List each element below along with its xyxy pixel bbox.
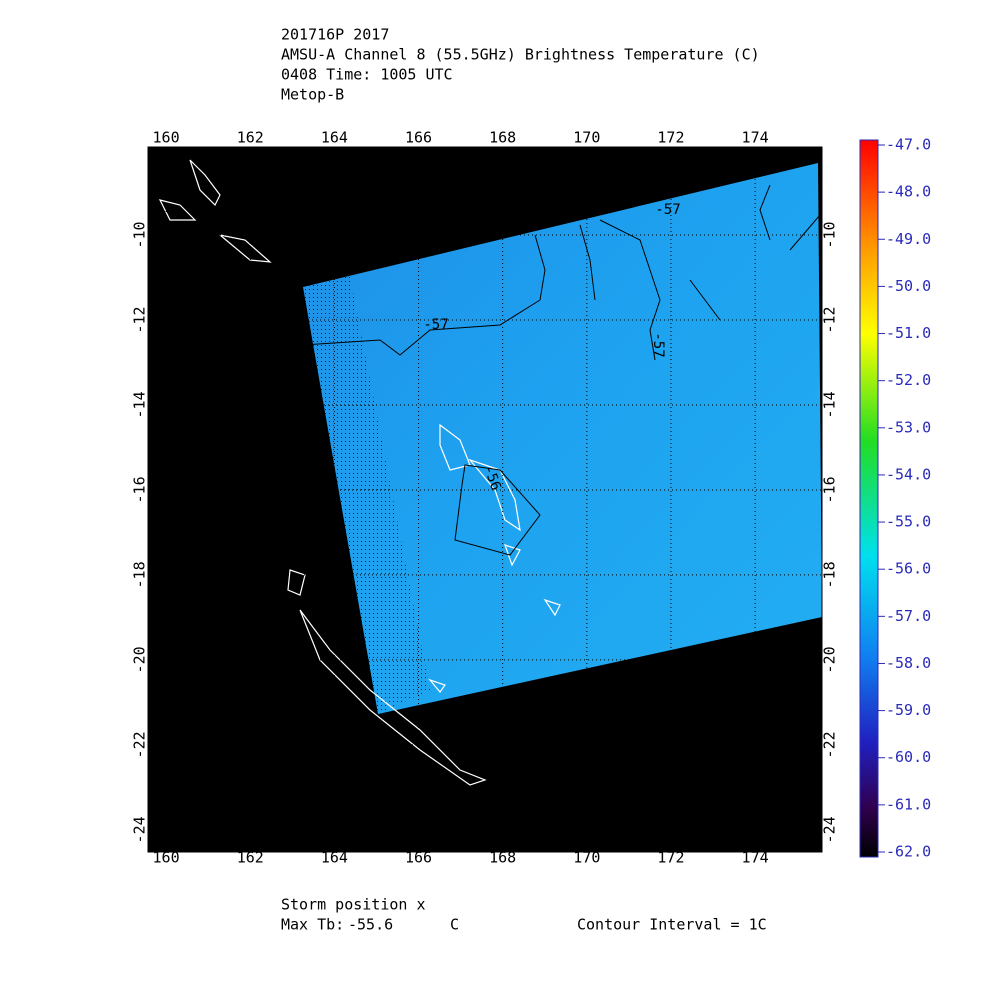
y-tick-label: -10 (131, 221, 149, 248)
y-tick-label: -22 (821, 731, 839, 758)
x-tick-label: 162 (237, 129, 264, 147)
y-tick-label: -14 (131, 391, 149, 418)
title-line: Metop-B (281, 86, 344, 104)
y-tick-label: -24 (131, 816, 149, 843)
title-line: 0408 Time: 1005 UTC (281, 66, 453, 84)
colorbar-label: -60.0 (886, 748, 931, 766)
colorbar-label: -62.0 (886, 843, 931, 861)
contour-label: -57 (655, 202, 680, 218)
x-tick-label: 166 (405, 129, 432, 147)
x-tick-label: 160 (153, 129, 180, 147)
title-block: 201716P 2017 AMSU-A Channel 8 (55.5GHz) … (281, 26, 760, 104)
color-ramp (859, 139, 879, 858)
y-tick-label: -20 (821, 646, 839, 673)
y-tick-label: -16 (131, 476, 149, 503)
map-frame (147, 146, 823, 853)
x-tick-label: 164 (321, 849, 348, 867)
colorbar-label: -53.0 (886, 418, 931, 436)
colorbar-label: -54.0 (886, 465, 931, 483)
max-tb-unit: C (450, 916, 459, 934)
x-tick-label: 170 (573, 849, 600, 867)
x-tick-label: 172 (657, 849, 684, 867)
x-tick-label: 174 (742, 849, 769, 867)
colorbar: -47.0 -48.0 -49.0 -50.0 -51.0 -52.0 -53.0 -54.0… (859, 136, 931, 861)
colorbar-label: -48.0 (886, 183, 931, 201)
contour-label: -57 (650, 332, 666, 357)
x-tick-label: 172 (657, 129, 684, 147)
title-line: AMSU-A Channel 8 (55.5GHz) Brightness Te… (281, 46, 760, 64)
contour-label: -57 (423, 317, 448, 333)
satellite-swath (303, 163, 822, 714)
y-tick-label: -18 (131, 561, 149, 588)
y-tick-label: -22 (131, 731, 149, 758)
y-tick-label: -20 (131, 646, 149, 673)
swath-edge (303, 276, 430, 714)
colorbar-label: -59.0 (886, 701, 931, 719)
colorbar-label: -50.0 (886, 277, 931, 295)
contours (302, 184, 821, 556)
y-tick-label: -18 (821, 561, 839, 588)
grid (148, 147, 822, 852)
footer: Storm position x Max Tb: -55.6 C Contour… (281, 896, 767, 934)
colorbar-label: -52.0 (886, 371, 931, 389)
x-tick-label: 164 (321, 129, 348, 147)
y-tick-label: -24 (821, 816, 839, 843)
colorbar-label: -47.0 (886, 136, 931, 154)
storm-position: Storm position x (281, 896, 426, 914)
y-tick-label: -10 (821, 221, 839, 248)
x-tick-label: 166 (405, 849, 432, 867)
colorbar-label: -51.0 (886, 324, 931, 342)
colorbar-label: -58.0 (886, 654, 931, 672)
colorbar-label: -49.0 (886, 230, 931, 248)
axes: 160 160 162 162 164 164 166 166 168 168 170 170 172 1… (131, 129, 839, 867)
x-tick-label: 168 (489, 129, 516, 147)
title-line: 201716P 2017 (281, 26, 389, 44)
x-tick-label: 168 (489, 849, 516, 867)
x-tick-label: 170 (573, 129, 600, 147)
x-tick-label: 174 (742, 129, 769, 147)
y-tick-label: -14 (821, 391, 839, 418)
max-tb-value: -55.6 (348, 916, 393, 934)
colorbar-label: -56.0 (886, 560, 931, 578)
y-tick-label: -12 (821, 306, 839, 333)
contour-interval: Contour Interval = 1C (577, 916, 767, 934)
y-tick-label: -12 (131, 306, 149, 333)
colorbar-label: -55.0 (886, 513, 931, 531)
y-tick-label: -16 (821, 476, 839, 503)
colorbar-label: -61.0 (886, 795, 931, 813)
x-tick-label: 160 (153, 849, 180, 867)
x-tick-label: 162 (237, 849, 264, 867)
max-tb-label: Max Tb: (281, 916, 344, 934)
colorbar-label: -57.0 (886, 607, 931, 625)
